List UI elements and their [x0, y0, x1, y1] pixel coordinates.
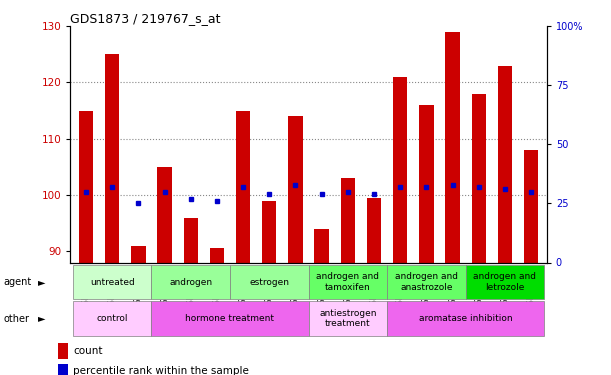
Text: control: control — [97, 314, 128, 323]
Bar — [341, 178, 355, 262]
Bar — [309, 265, 387, 299]
Bar — [367, 198, 381, 262]
Text: androgen and
tamoxifen: androgen and tamoxifen — [316, 273, 379, 292]
Bar — [73, 302, 152, 336]
Bar — [524, 150, 538, 262]
Text: percentile rank within the sample: percentile rank within the sample — [73, 366, 249, 375]
Bar — [445, 32, 459, 262]
Text: ►: ► — [38, 314, 45, 324]
Bar — [393, 77, 408, 262]
Bar — [288, 116, 302, 262]
Text: antiestrogen
treatment: antiestrogen treatment — [319, 309, 376, 328]
Bar — [79, 111, 93, 262]
Bar — [419, 105, 434, 262]
Bar — [262, 201, 276, 262]
Text: other: other — [3, 314, 29, 324]
Text: agent: agent — [3, 277, 31, 287]
Bar — [183, 217, 198, 262]
Text: androgen and
anastrozole: androgen and anastrozole — [395, 273, 458, 292]
Bar — [58, 364, 68, 375]
Bar — [387, 302, 544, 336]
Bar — [230, 265, 309, 299]
Bar — [105, 54, 119, 262]
Text: aromatase inhibition: aromatase inhibition — [419, 314, 513, 323]
Bar — [131, 246, 145, 262]
Text: count: count — [73, 346, 103, 356]
Bar — [158, 167, 172, 262]
Bar — [210, 249, 224, 262]
Bar — [152, 265, 230, 299]
Bar — [387, 265, 466, 299]
Text: GDS1873 / 219767_s_at: GDS1873 / 219767_s_at — [70, 12, 221, 25]
Bar — [58, 343, 68, 358]
Text: ►: ► — [38, 277, 45, 287]
Bar — [309, 302, 387, 336]
Bar — [73, 265, 152, 299]
Bar — [498, 66, 512, 262]
Text: androgen: androgen — [169, 278, 212, 286]
Text: androgen and
letrozole: androgen and letrozole — [474, 273, 536, 292]
Bar — [152, 302, 309, 336]
Bar — [315, 229, 329, 262]
Bar — [236, 111, 251, 262]
Text: untreated: untreated — [90, 278, 134, 286]
Text: hormone treatment: hormone treatment — [186, 314, 274, 323]
Text: estrogen: estrogen — [249, 278, 289, 286]
Bar — [466, 265, 544, 299]
Bar — [472, 94, 486, 262]
